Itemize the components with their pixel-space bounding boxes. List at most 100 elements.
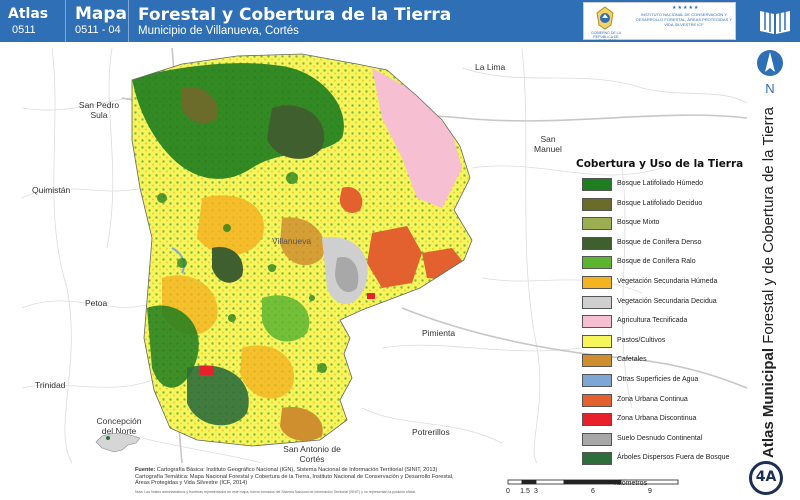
atlas-code: 0511: [12, 24, 36, 36]
place-la-lima: La Lima: [475, 62, 506, 72]
map-title: Forestal y Cobertura de la Tierra: [138, 5, 452, 25]
legend-swatch: [582, 413, 612, 427]
legend-label: Otras Superficies de Agua: [617, 375, 699, 383]
legend-item: Zona Urbana Continua: [576, 392, 746, 412]
north-label: N: [765, 81, 774, 96]
place-concepcion-del-norte: Concepción del Norte: [96, 416, 142, 436]
legend-swatch: [582, 373, 612, 387]
honduras-locator-inset: [95, 432, 141, 453]
legend-items: Bosque Latifoliado Húmedo Bosque Latifoli…: [576, 176, 746, 470]
plate-label: 4A: [755, 469, 777, 485]
scale-tick-label: 9: [648, 488, 652, 495]
map-code-block: Mapa 0511 - 04: [67, 0, 129, 42]
atlas-book-block: [750, 0, 800, 42]
atlas-label: Atlas: [8, 6, 49, 22]
map-header: Atlas 0511 Mapa 0511 - 04 Forestal y Cob…: [0, 0, 750, 43]
scale-tick-label: 0: [506, 488, 510, 495]
map-subtitle: Municipio de Villanueva, Cortés: [138, 25, 299, 37]
legend-item: Bosque de Conífera Denso: [576, 235, 746, 255]
legend-label: Zona Urbana Continua: [617, 395, 688, 403]
legend-item: Vegetación Secundaria Decidua: [576, 294, 746, 314]
legend-label: Vegetación Secundaria Húmeda: [617, 277, 718, 285]
legend-swatch: [582, 452, 612, 466]
place-potrerillos: Potrerillos: [412, 427, 450, 437]
legend-label: Zona Urbana Discontinua: [617, 415, 697, 423]
legend-swatch: [582, 354, 612, 368]
map-canvas: [21, 47, 748, 464]
legend-item: Bosque Latifoliado Húmedo: [576, 176, 746, 196]
place-petoa: Petoa: [85, 298, 108, 308]
legend-swatch: [582, 217, 612, 231]
legend-item: Otras Superficies de Agua: [576, 372, 746, 392]
sources-heading: Fuente:: [135, 467, 156, 473]
legend-item: Bosque Mixto: [576, 215, 746, 235]
legend-label: Árboles Dispersos Fuera de Bosque: [617, 454, 730, 462]
place-pimienta: Pimienta: [422, 328, 456, 338]
legend-swatch: [582, 256, 612, 270]
open-book-icon: [760, 11, 790, 34]
place-san-antonio-de-cortes: San Antonio de Cortés: [283, 444, 341, 464]
mapa-code: 0511 - 04: [75, 24, 121, 36]
scale-tick-label: 6: [591, 488, 595, 495]
place-san-manuel: San Manuel: [534, 134, 562, 154]
legend-item: Zona Urbana Discontinua: [576, 411, 746, 431]
atlas-code-block: Atlas 0511: [0, 0, 66, 42]
legend-swatch: [582, 432, 612, 446]
side-title-bold: Atlas Municipal: [760, 347, 777, 458]
place-trinidad: Trinidad: [35, 380, 66, 390]
atlas-side-title: Atlas Municipal Forestal y de Cobertura …: [760, 98, 792, 458]
legend-item: Árboles Dispersos Fuera de Bosque: [576, 450, 746, 470]
scale-tick-label: 3: [534, 488, 538, 495]
legend-label: Suelo Desnudo Continental: [617, 434, 703, 442]
legend-swatch: [582, 236, 612, 250]
legend-swatch: [582, 197, 612, 211]
north-arrow-icon: N: [757, 50, 783, 96]
legend-label: Bosque Mixto: [617, 219, 660, 227]
legend-label: Agricultura Tecnificada: [617, 317, 688, 325]
map-legend: Cobertura y Uso de la Tierra Bosque Lati…: [576, 158, 746, 470]
scale-segments: [507, 479, 679, 485]
flag-stars-icon: ★★★★★: [672, 5, 700, 11]
legend-label: Cafetales: [617, 356, 647, 364]
place-quimistan: Quimistán: [32, 185, 71, 195]
government-text: GOBIERNO DE LA REPÚBLICA DE HONDURAS: [591, 31, 621, 43]
municipality-boundary: [131, 53, 473, 447]
legend-item: Bosque Latifoliado Deciduo: [576, 196, 746, 216]
legend-item: Bosque de Conífera Ralo: [576, 254, 746, 274]
legend-item: Suelo Desnudo Continental: [576, 431, 746, 451]
north-arrow: N: [755, 48, 785, 96]
legend-swatch: [582, 275, 612, 289]
legend-label: Bosque Latifoliado Húmedo: [617, 180, 704, 187]
scale-tick-label: 1.5: [520, 488, 530, 495]
place-san-pedro-sula: San Pedro Sula: [78, 100, 120, 120]
legend-swatch: [582, 295, 612, 309]
source-line-2: Cartografía Temática: Mapa Nacional Fore…: [135, 473, 454, 480]
institution-logos: GOBIERNO DE LA REPÚBLICA DE HONDURAS ★★★…: [583, 2, 736, 43]
legend-item: Vegetación Secundaria Húmeda: [576, 274, 746, 294]
legend-swatch: [582, 393, 612, 407]
government-seal-icon: [596, 6, 614, 30]
map-notes: Nota: Los límites administrativos y fron…: [135, 490, 416, 494]
legend-label: Pastos/Cultivos: [617, 336, 666, 344]
scale-unit: Kilómetros: [614, 480, 648, 487]
legend-item: Agricultura Tecnificada: [576, 313, 746, 333]
municipality-land-cover: [132, 54, 472, 446]
institute-text: INSTITUTO NACIONAL DE CONSERVACIÓN Y DES…: [635, 12, 733, 27]
legend-label: Bosque Latifoliado Deciduo: [617, 199, 703, 207]
legend-swatch: [582, 334, 612, 348]
place-villanueva: Villanueva: [272, 236, 312, 246]
side-title-rest: Forestal y de Cobertura de la Tierra: [760, 107, 777, 344]
legend-swatch: [582, 315, 612, 329]
mapa-label: Mapa: [75, 4, 128, 24]
legend-label: Bosque de Conífera Denso: [617, 238, 702, 246]
land-cover-map[interactable]: La Lima San Pedro Sula San Manuel Quimis…: [21, 47, 748, 464]
source-line-1: Cartografía Básica: Instituto Geográfico…: [156, 467, 438, 473]
legend-swatch: [582, 178, 612, 191]
legend-title: Cobertura y Uso de la Tierra: [576, 158, 744, 170]
legend-label: Bosque de Conífera Ralo: [617, 258, 696, 266]
background-roads: [21, 47, 748, 464]
legend-label: Vegetación Secundaria Decidua: [617, 297, 717, 305]
scale-bar: 0 1.5 3 6 9: [506, 479, 679, 495]
source-line-3: Áreas Protegidas y Vida Silvestre (ICF, …: [135, 480, 248, 487]
legend-item: Pastos/Cultivos: [576, 333, 746, 353]
